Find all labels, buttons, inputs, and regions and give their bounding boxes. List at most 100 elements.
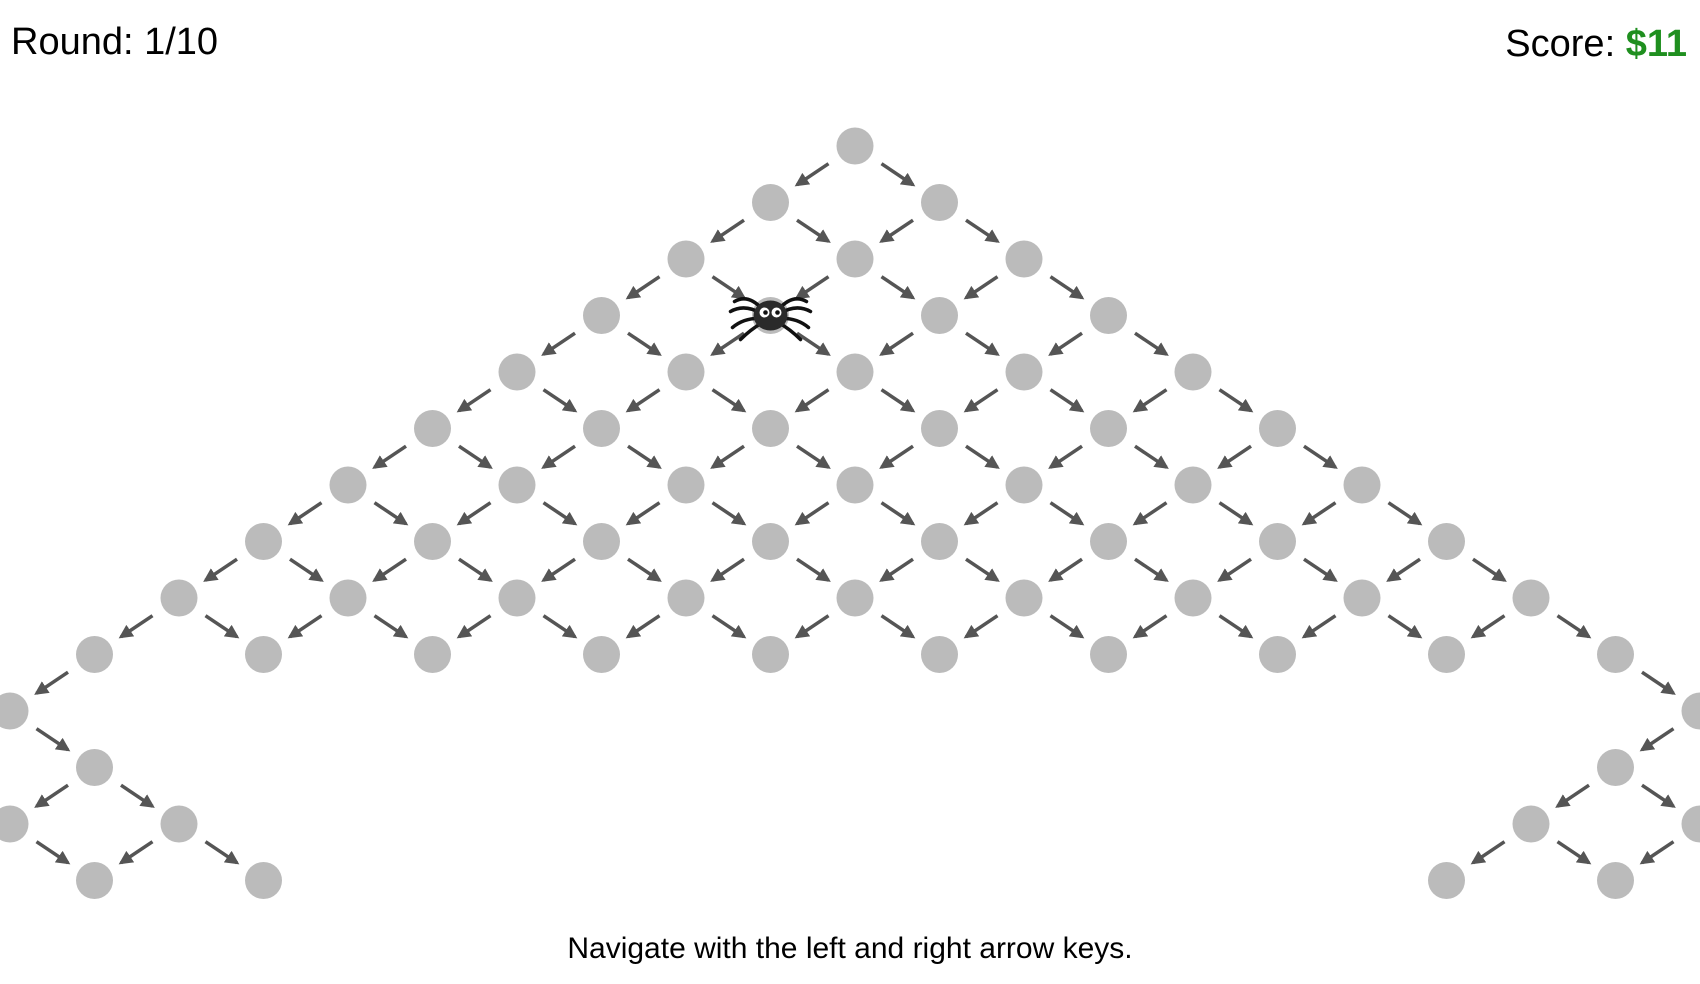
board-node [583, 410, 620, 447]
board-node [1597, 636, 1634, 673]
arrow-left-icon [1639, 840, 1675, 865]
arrow-right-icon [1134, 444, 1169, 469]
board-node [752, 636, 789, 673]
board-node [1005, 353, 1043, 391]
arrow-left-icon [879, 218, 914, 243]
arrow-left-icon [879, 444, 914, 469]
board-node [583, 636, 620, 673]
arrow-right-icon [965, 557, 1000, 582]
arrow-right-icon [1387, 501, 1423, 526]
arrow-left-icon [963, 388, 999, 413]
board-node [583, 297, 620, 334]
board-node [498, 353, 536, 391]
arrow-left-icon [287, 501, 323, 526]
arrow-right-icon [1218, 501, 1254, 526]
arrow-right-icon [627, 444, 662, 469]
board-node [836, 466, 874, 504]
arrow-right-icon [1387, 614, 1423, 639]
board-node [1005, 466, 1043, 504]
arrow-right-icon [1556, 840, 1592, 865]
arrow-left-icon [541, 444, 576, 469]
board-node [1090, 410, 1127, 447]
board-node [1174, 579, 1212, 617]
round-label: Round: 1/10 [11, 21, 219, 63]
arrow-right-icon [796, 557, 831, 582]
arrow-right-icon [35, 727, 71, 752]
arrow-right-icon [1303, 557, 1338, 582]
arrow-left-icon [1132, 501, 1168, 526]
board-node [1512, 805, 1550, 843]
arrows-layer [34, 162, 1676, 865]
arrow-left-icon [794, 614, 830, 639]
arrow-right-icon [373, 614, 409, 639]
arrow-left-icon [625, 614, 661, 639]
arrow-right-icon [1134, 331, 1169, 356]
board-node [76, 862, 113, 899]
board-node [160, 805, 198, 843]
arrow-left-icon [794, 162, 830, 187]
arrow-right-icon [542, 388, 578, 413]
arrow-right-icon [965, 331, 1000, 356]
board-node [1681, 805, 1700, 843]
arrow-left-icon [1470, 614, 1506, 639]
arrow-left-icon [625, 275, 661, 300]
arrow-right-icon [796, 444, 831, 469]
arrow-right-icon [880, 275, 916, 300]
arrow-right-icon [711, 501, 747, 526]
board-node [583, 523, 620, 560]
board-node [245, 862, 282, 899]
arrow-right-icon [796, 218, 831, 243]
board-node [836, 127, 874, 165]
board-node [921, 410, 958, 447]
board-node [0, 805, 29, 843]
arrow-left-icon [1386, 557, 1421, 582]
board-node [1428, 523, 1465, 560]
arrow-right-icon [373, 501, 409, 526]
arrow-right-icon [880, 388, 916, 413]
arrow-left-icon [963, 614, 999, 639]
arrow-right-icon [458, 444, 493, 469]
arrow-right-icon [965, 444, 1000, 469]
board-node [1090, 523, 1127, 560]
board-node [667, 466, 705, 504]
board-node [414, 410, 451, 447]
board-node [836, 240, 874, 278]
board-node [1428, 636, 1465, 673]
arrow-left-icon [1048, 557, 1083, 582]
arrow-left-icon [1555, 783, 1590, 808]
arrow-left-icon [456, 614, 492, 639]
board-node [498, 579, 536, 617]
arrow-right-icon [204, 840, 240, 865]
arrow-left-icon [625, 501, 661, 526]
board-node [1597, 749, 1634, 786]
arrow-left-icon [794, 275, 830, 300]
board-node [1681, 692, 1700, 730]
board-node [414, 523, 451, 560]
arrow-right-icon [880, 614, 916, 639]
instructions-label: Navigate with the left and right arrow k… [567, 932, 1133, 965]
arrow-right-icon [627, 331, 662, 356]
arrow-left-icon [1048, 444, 1083, 469]
board-node [414, 636, 451, 673]
board-node [1005, 240, 1043, 278]
board-node [752, 184, 789, 221]
board-node [667, 579, 705, 617]
board-node [752, 523, 789, 560]
arrow-left-icon [1301, 501, 1337, 526]
round-counter: Round: 1/10 [11, 18, 218, 66]
arrow-right-icon [627, 557, 662, 582]
board-node [76, 749, 113, 786]
board-node [1597, 862, 1634, 899]
arrow-right-icon [1049, 614, 1085, 639]
score-label: Score: [1505, 23, 1626, 65]
board-node [836, 579, 874, 617]
arrow-left-icon [1048, 331, 1083, 356]
arrow-left-icon [118, 840, 154, 865]
instructions-text: Navigate with the left and right arrow k… [0, 931, 1700, 967]
board-node [329, 579, 367, 617]
board-node [498, 466, 536, 504]
arrow-right-icon [711, 388, 747, 413]
arrow-right-icon [1303, 444, 1338, 469]
board-node [76, 636, 113, 673]
